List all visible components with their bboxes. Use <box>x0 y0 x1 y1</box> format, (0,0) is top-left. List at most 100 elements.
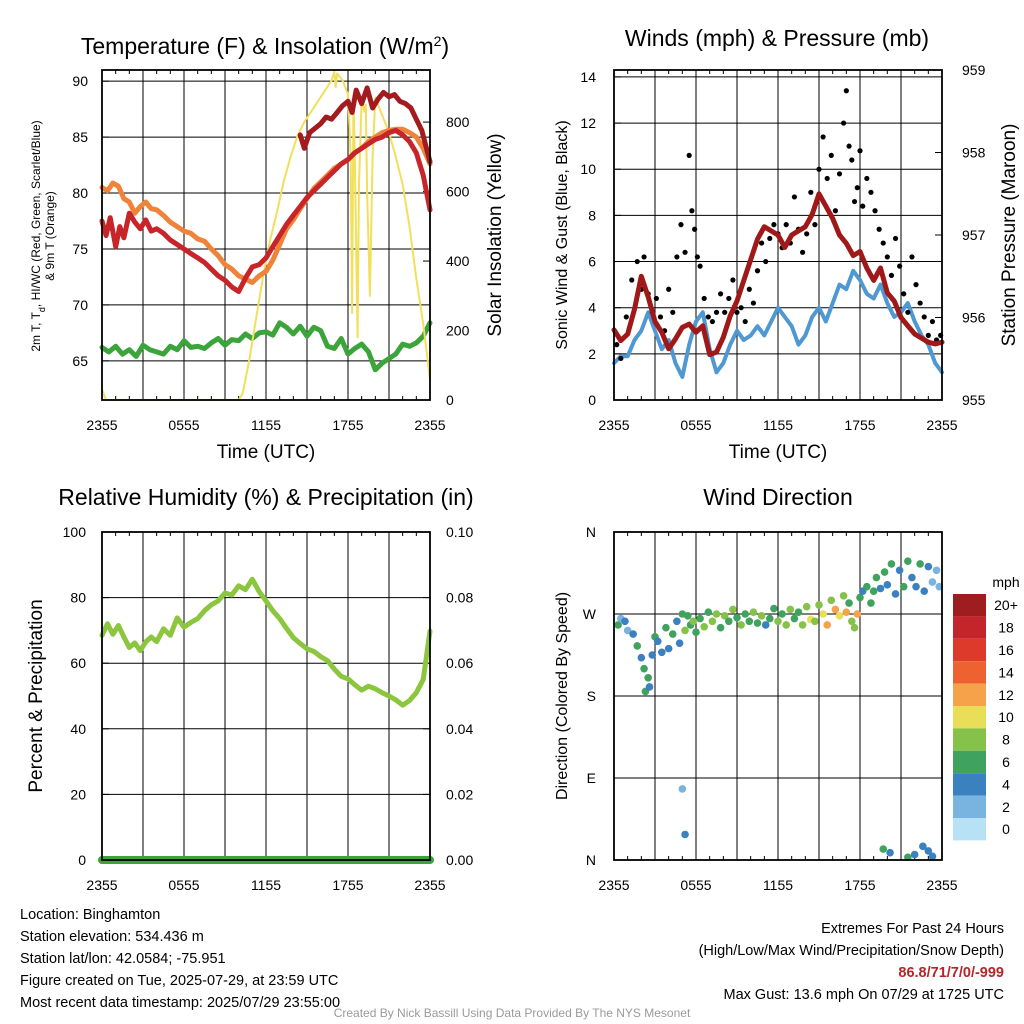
gust-point <box>657 314 664 320</box>
direction-point <box>720 612 729 620</box>
y-tick-label: 20 <box>70 786 86 802</box>
legend-label: 6 <box>1002 754 1010 770</box>
direction-point <box>845 599 853 607</box>
y-tick-label: N <box>586 852 596 868</box>
direction-point <box>839 591 848 600</box>
direction-point <box>766 614 774 623</box>
y-tick-label: E <box>587 770 596 786</box>
gust-point <box>722 309 728 315</box>
gust-point <box>880 240 886 246</box>
direction-point <box>908 573 916 582</box>
gust-point <box>694 254 700 260</box>
direction-points <box>614 557 944 862</box>
direction-point <box>853 610 862 618</box>
direction-point <box>798 621 807 629</box>
wind-xlabel: Time (UTC) <box>729 442 828 463</box>
gust-point <box>860 203 866 209</box>
x-tick-label: 2355 <box>926 877 957 893</box>
legend-swatch <box>953 773 986 796</box>
direction-point <box>879 845 888 853</box>
credit-text: Created By Nick Bassill Using Data Provi… <box>333 1006 691 1020</box>
gust-point <box>674 254 680 260</box>
gust-point <box>754 268 761 274</box>
plot-frame <box>613 531 943 861</box>
gust-point <box>682 249 688 255</box>
extremes-legend: (High/Low/Max Wind/Precipitation/Snow De… <box>698 943 1004 959</box>
gust-point <box>750 300 757 306</box>
plot-frame <box>613 69 943 401</box>
gust-point <box>841 120 847 126</box>
y-tick-label: 40 <box>70 721 86 737</box>
gust-point <box>709 318 716 325</box>
gust-point <box>705 314 711 320</box>
max-gust-text: Max Gust: 13.6 mph On 07/29 at 1725 UTC <box>723 987 1004 1003</box>
gust-point <box>670 309 676 315</box>
direction-point <box>761 621 770 629</box>
x-tick-label: 1755 <box>332 417 363 433</box>
y-tick-label: 12 <box>580 115 596 131</box>
direction-point <box>623 626 632 635</box>
gust-point <box>820 134 826 140</box>
gust-point <box>824 175 830 182</box>
humidity-title: Relative Humidity (%) & Precipitation (i… <box>58 484 473 510</box>
legend-swatch <box>953 706 986 729</box>
y-tick-label: N <box>586 524 596 540</box>
gust-point <box>742 318 748 325</box>
y-tick-label: 70 <box>72 297 88 313</box>
plot-frame <box>101 531 431 861</box>
direction-point <box>924 562 933 571</box>
direction-point <box>782 621 790 629</box>
x-tick-label: 1155 <box>763 417 793 433</box>
direction-point <box>725 617 733 626</box>
direction-point <box>648 651 657 659</box>
y2-tick-label: 0.08 <box>446 590 473 606</box>
gust-point <box>623 314 629 320</box>
gust-point <box>876 226 882 232</box>
temperature-ylabel-line1: 2m T, Td, HI/WC (Red, Green, Scarlet/Blu… <box>29 120 47 351</box>
direction-point <box>912 582 920 591</box>
direction-point <box>831 605 840 614</box>
direction-point <box>741 610 749 618</box>
gust-point <box>872 208 878 214</box>
gust-point <box>913 282 919 288</box>
gust-point <box>678 222 684 228</box>
direction-point <box>637 653 646 662</box>
y2-tick-label: 0.02 <box>446 786 473 802</box>
gust-point <box>763 258 769 265</box>
gust-point <box>629 277 635 283</box>
gust-point <box>892 235 899 242</box>
insolation-ylabel: Solar Insolation (Yellow) <box>485 133 506 336</box>
y2-tick-label: 800 <box>446 114 470 130</box>
direction-point <box>932 566 941 575</box>
gust-point <box>843 88 849 94</box>
y2-tick-label: 0.10 <box>446 524 473 540</box>
gust-point <box>800 249 806 255</box>
gust-point <box>759 240 765 246</box>
x-tick-label: 1155 <box>763 877 793 893</box>
direction-point <box>895 566 904 575</box>
direction-point <box>842 608 851 616</box>
extremes-info: Extremes For Past 24 Hours (High/Low/Max… <box>699 918 1004 1006</box>
direction-point <box>790 614 799 623</box>
series-temp_2m <box>99 127 433 294</box>
gust-point <box>734 309 740 315</box>
y-tick-label: 6 <box>588 254 596 270</box>
direction-point <box>920 587 929 596</box>
legend-swatch <box>953 638 986 662</box>
gust-point <box>791 194 798 200</box>
gust-point <box>783 222 789 228</box>
wind-title: Winds (mph) & Pressure (mb) <box>625 25 929 51</box>
direction-point <box>678 785 687 793</box>
gust-point <box>689 208 695 214</box>
gust-point <box>868 189 874 195</box>
direction-point <box>794 608 803 616</box>
legend-label: 12 <box>998 687 1014 703</box>
direction-point <box>737 621 745 629</box>
gust-point <box>812 222 818 228</box>
y-tick-label: 2 <box>588 346 596 362</box>
direction-point <box>823 621 831 629</box>
gust-point <box>718 291 724 297</box>
y-tick-label: 80 <box>70 590 86 606</box>
legend-label: 8 <box>1002 732 1010 748</box>
location-text: Location: Binghamton <box>20 907 161 923</box>
